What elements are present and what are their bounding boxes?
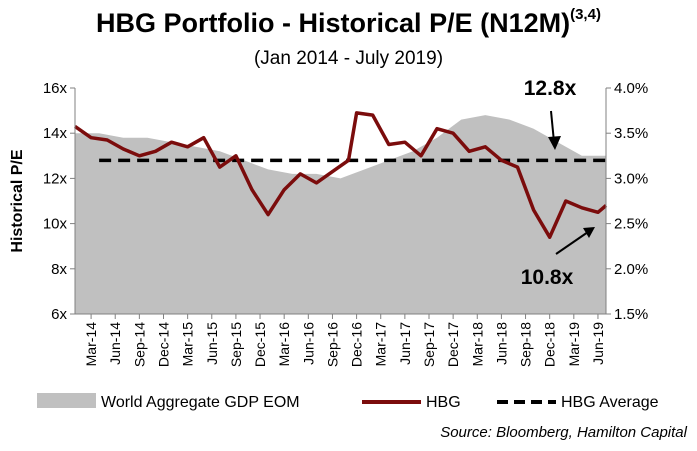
- y-tick-label: 8x: [51, 261, 67, 278]
- x-tick-label: Mar-18: [469, 322, 485, 367]
- hbg-line-layer: [73, 111, 608, 239]
- x-tick-label: Sep-18: [518, 322, 534, 367]
- x-tick-label: Jun-16: [300, 322, 316, 365]
- chart-subtitle: (Jan 2014 - July 2019): [253, 48, 444, 69]
- gdp-area: [75, 115, 606, 314]
- x-tick-label: Mar-15: [180, 322, 196, 367]
- chart-title: HBG Portfolio - Historical P/E (N12M)(3,…: [0, 6, 697, 39]
- source-note: Source: Bloomberg, Hamilton Capital: [440, 424, 687, 441]
- y2-tick-label: 2.0%: [614, 261, 648, 278]
- y2-tick-label: 3.0%: [614, 170, 648, 187]
- annotation-current-arrow-shaft: [555, 231, 589, 255]
- y2-tick-label: 1.5%: [614, 306, 648, 323]
- y-axis-title: Historical P/E: [9, 149, 26, 252]
- gdp-area-layer: [75, 115, 606, 314]
- annotation-average-value: 12.8x: [524, 77, 577, 100]
- y-tick-label: 14x: [43, 125, 68, 142]
- legend-swatch-gdp: [37, 393, 96, 408]
- y-tick-label: 6x: [51, 306, 67, 323]
- x-tick-label: Dec-18: [542, 322, 558, 367]
- x-tick-label: Jun-18: [493, 322, 509, 365]
- chart-title-main: HBG Portfolio - Historical P/E (N12M): [96, 8, 571, 38]
- hbg-line: [73, 111, 608, 239]
- y2-tick-label: 4.0%: [614, 80, 648, 97]
- x-tick-label: Jun-17: [397, 322, 413, 365]
- x-tick-label: Mar-16: [276, 322, 292, 367]
- legend-label-average: HBG Average: [561, 394, 659, 411]
- y-tick-label: 10x: [43, 216, 68, 233]
- legend-label-hbg: HBG: [426, 394, 461, 411]
- legend: World Aggregate GDP EOM HBG HBG Average: [37, 393, 659, 411]
- x-tick-label: Mar-19: [566, 322, 582, 367]
- y-tick-label: 12x: [43, 170, 68, 187]
- x-tick-label: Mar-14: [83, 322, 99, 367]
- y-tick-label: 16x: [43, 80, 68, 97]
- annotation-layer: 12.8x 10.8x: [521, 77, 595, 289]
- x-tick-label: Dec-17: [445, 322, 461, 367]
- x-tick-label: Dec-14: [156, 322, 172, 367]
- axes-layer: 6x 8x 10x 12x 14x 16x 1.5% 2.0% 2.5% 3.0% 3.5% 4.0%…: [9, 80, 648, 367]
- x-tick-label: Jun-19: [590, 322, 606, 365]
- annotation-average-arrow-head: [548, 136, 561, 150]
- x-tick-label: Dec-15: [252, 322, 268, 367]
- x-tick-label: Sep-16: [325, 322, 341, 367]
- x-tick-label: Dec-16: [349, 322, 365, 367]
- y2-tick-label: 2.5%: [614, 216, 648, 233]
- annotation-current-arrow-head: [583, 227, 595, 238]
- x-tick-label: Sep-14: [131, 322, 147, 367]
- x-tick-label: Jun-14: [107, 322, 123, 365]
- y2-tick-label: 3.5%: [614, 125, 648, 142]
- x-tick-label: Jun-15: [204, 322, 220, 365]
- annotation-current-value: 10.8x: [521, 266, 574, 289]
- x-tick-label: Sep-17: [421, 322, 437, 367]
- x-tick-label: Sep-15: [228, 322, 244, 367]
- legend-label-gdp: World Aggregate GDP EOM: [101, 394, 300, 411]
- chart-title-superscript: (3,4): [570, 6, 601, 23]
- x-tick-label: Mar-17: [373, 322, 389, 367]
